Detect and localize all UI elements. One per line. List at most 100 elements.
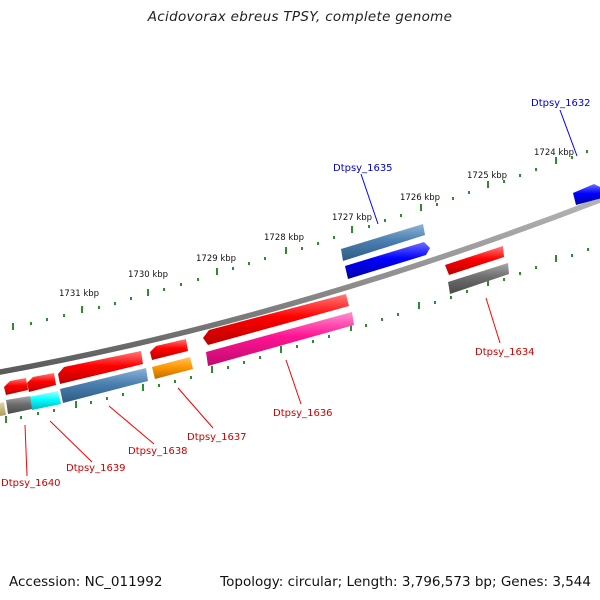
outer-tick-minor bbox=[248, 262, 250, 265]
gene-dtpsy-1638-red[interactable] bbox=[58, 351, 143, 384]
callout-line-dtpsy-1640 bbox=[24, 424, 28, 477]
gene-dtpsy-1639-cyan[interactable] bbox=[29, 391, 61, 410]
inner-tick-minor bbox=[296, 345, 298, 348]
inner-tick-minor bbox=[535, 266, 537, 269]
gene-dtpsy-1634-gray[interactable] bbox=[448, 263, 509, 294]
inner-tick-minor bbox=[381, 318, 383, 321]
inner-tick-major bbox=[280, 346, 282, 353]
genome-backbone bbox=[0, 196, 600, 375]
gene-dtpsy-1639-red[interactable] bbox=[27, 373, 56, 392]
inner-tick-minor bbox=[328, 335, 330, 338]
gene-dtpsy-1637-red[interactable] bbox=[150, 339, 188, 360]
label-dtpsy-1632[interactable]: Dtpsy_1632 bbox=[531, 98, 591, 109]
outer-tick-minor bbox=[368, 225, 370, 228]
gene-dtpsy-1637-orange[interactable] bbox=[152, 357, 193, 379]
outer-tick-minor bbox=[333, 236, 335, 239]
outer-tick-minor bbox=[301, 247, 303, 250]
inner-tick-minor bbox=[466, 290, 468, 293]
inner-tick-major bbox=[5, 416, 7, 423]
outer-tick-minor bbox=[197, 278, 199, 281]
outer-tick-minor bbox=[98, 306, 100, 309]
topology-text: Topology: circular; Length: 3,796,573 bp… bbox=[220, 574, 591, 590]
inner-tick-minor bbox=[519, 272, 521, 275]
inner-tick-minor bbox=[227, 366, 229, 369]
outer-tick-minor bbox=[46, 318, 48, 321]
inner-tick-minor bbox=[503, 278, 505, 281]
callout-line-dtpsy-1635 bbox=[360, 173, 379, 225]
inner-tick-minor bbox=[587, 248, 589, 251]
kbp-label-1724: 1724 kbp bbox=[534, 148, 574, 158]
inner-tick-minor bbox=[90, 401, 92, 404]
outer-tick-major bbox=[555, 157, 557, 164]
inner-tick-minor bbox=[158, 384, 160, 387]
outer-tick-minor bbox=[586, 150, 588, 153]
callout-line-dtpsy-1634 bbox=[485, 297, 501, 344]
gene-dtpsy-1636-pink[interactable] bbox=[206, 312, 354, 366]
label-dtpsy-1637[interactable]: Dtpsy_1637 bbox=[187, 432, 247, 443]
inner-tick-minor bbox=[106, 397, 108, 400]
inner-tick-minor bbox=[312, 340, 314, 343]
inner-tick-minor bbox=[174, 380, 176, 383]
gene-dtpsy-1634-red[interactable] bbox=[445, 246, 504, 275]
outer-tick-minor bbox=[384, 219, 386, 222]
gene-dtpsy-1632[interactable] bbox=[573, 184, 600, 205]
kbp-label-1730: 1730 kbp bbox=[128, 270, 168, 280]
outer-tick-minor bbox=[130, 297, 132, 300]
outer-tick-minor bbox=[400, 214, 402, 217]
inner-tick-minor bbox=[37, 412, 39, 415]
inner-tick-minor bbox=[450, 296, 452, 299]
inner-tick-minor bbox=[122, 393, 124, 396]
kbp-label-1728: 1728 kbp bbox=[264, 233, 304, 243]
gene-dtpsy-1640-gray[interactable] bbox=[6, 396, 32, 414]
outer-tick-major bbox=[351, 226, 353, 233]
label-dtpsy-1640[interactable]: Dtpsy_1640 bbox=[1, 478, 61, 489]
gene-partial-tan[interactable] bbox=[0, 402, 6, 416]
gene-callout-lines bbox=[24, 109, 578, 477]
gene-dtpsy-1635-upper[interactable] bbox=[341, 224, 425, 261]
inner-tick-minor bbox=[571, 254, 573, 257]
outer-tick-minor bbox=[503, 180, 505, 183]
gene-dtpsy-1636-red[interactable] bbox=[203, 294, 349, 345]
map-title: Acidovorax ebreus TPSY, complete genome bbox=[147, 9, 453, 25]
accession-text: Accession: NC_011992 bbox=[9, 574, 163, 590]
outer-tick-minor bbox=[12, 323, 14, 330]
gene-dtpsy-1638-steel[interactable] bbox=[60, 368, 148, 403]
kbp-scale-labels: 1724 kbp 1725 kbp 1726 kbp 1727 kbp 1728… bbox=[59, 148, 574, 299]
gene-labels: Dtpsy_1632 Dtpsy_1635 Dtpsy_1634 Dtpsy_1… bbox=[1, 98, 591, 489]
outer-tick-minor bbox=[163, 288, 165, 291]
outer-tick-minor bbox=[571, 156, 573, 159]
outer-tick-minor bbox=[452, 197, 454, 200]
inner-tick-minor bbox=[243, 361, 245, 364]
callout-line-dtpsy-1638 bbox=[108, 405, 155, 445]
inner-tick-major bbox=[350, 324, 352, 331]
outer-tick-major bbox=[216, 268, 218, 275]
kbp-label-1727: 1727 kbp bbox=[332, 213, 372, 223]
callout-line-dtpsy-1637 bbox=[177, 387, 214, 429]
inner-tick-minor bbox=[259, 356, 261, 359]
inner-tick-major bbox=[418, 302, 420, 309]
kbp-label-1729: 1729 kbp bbox=[196, 254, 236, 264]
outer-tick-major bbox=[285, 247, 287, 254]
gene-dtpsy-1640-red[interactable] bbox=[4, 378, 28, 395]
outer-tick-minor bbox=[232, 267, 234, 270]
inner-tick-major bbox=[142, 384, 144, 391]
outer-tick-minor bbox=[535, 168, 537, 171]
label-dtpsy-1635[interactable]: Dtpsy_1635 bbox=[333, 163, 393, 174]
label-dtpsy-1636[interactable]: Dtpsy_1636 bbox=[273, 408, 333, 419]
inner-tick-major bbox=[211, 366, 213, 373]
outer-tick-major bbox=[487, 181, 489, 188]
label-dtpsy-1634[interactable]: Dtpsy_1634 bbox=[475, 347, 535, 358]
callout-line-dtpsy-1632 bbox=[559, 109, 578, 157]
reverse-strand-features bbox=[0, 246, 509, 416]
label-dtpsy-1638[interactable]: Dtpsy_1638 bbox=[128, 446, 188, 457]
outer-tick-track bbox=[12, 150, 588, 330]
outer-tick-major bbox=[81, 306, 83, 313]
inner-tick-major bbox=[555, 255, 557, 262]
label-dtpsy-1639[interactable]: Dtpsy_1639 bbox=[66, 463, 126, 474]
outer-tick-minor bbox=[63, 314, 65, 317]
outer-tick-minor bbox=[317, 242, 319, 245]
outer-tick-major bbox=[147, 289, 149, 296]
gene-forward-blue-arrow[interactable] bbox=[345, 242, 430, 279]
